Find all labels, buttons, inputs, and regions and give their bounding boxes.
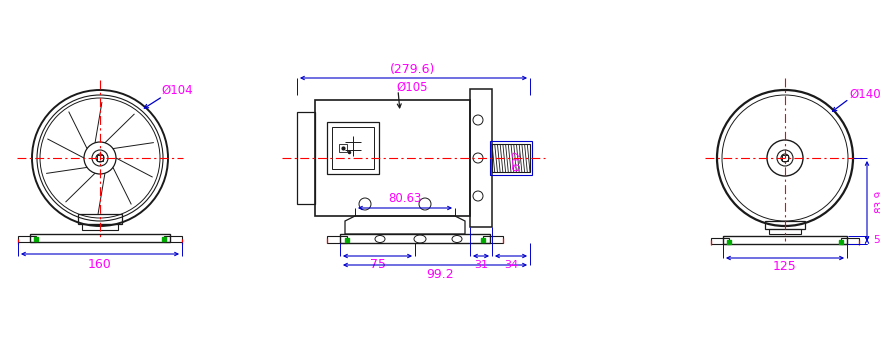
Text: Ø140: Ø140 — [849, 87, 880, 100]
Bar — [327, 122, 379, 174]
Bar — [490, 141, 532, 175]
Bar — [492, 144, 530, 172]
Bar — [470, 89, 492, 227]
Text: 160: 160 — [88, 258, 112, 271]
Bar — [340, 234, 490, 243]
Text: 83.9: 83.9 — [874, 189, 880, 212]
Bar — [82, 224, 118, 230]
Bar — [164, 236, 182, 242]
Bar — [332, 127, 374, 169]
Bar — [723, 236, 847, 244]
Bar — [97, 155, 103, 161]
Bar — [78, 214, 122, 224]
Text: 125: 125 — [774, 260, 797, 273]
Text: Ø105: Ø105 — [396, 80, 428, 93]
Text: Ø32: Ø32 — [512, 149, 522, 171]
Bar — [18, 236, 36, 242]
Text: 31: 31 — [474, 260, 488, 270]
Bar — [483, 236, 503, 243]
Text: (279.6): (279.6) — [391, 63, 436, 76]
Bar — [315, 100, 470, 216]
Bar — [841, 238, 859, 244]
Text: 5: 5 — [873, 235, 879, 245]
Bar — [765, 221, 805, 229]
Text: 80.63: 80.63 — [388, 193, 422, 205]
Bar — [339, 144, 347, 152]
Bar — [711, 238, 729, 244]
Text: 75: 75 — [370, 259, 386, 272]
Bar — [769, 229, 801, 234]
Text: Ø104: Ø104 — [161, 84, 193, 97]
Bar — [782, 155, 788, 161]
Bar — [297, 112, 315, 204]
Text: 99.2: 99.2 — [426, 267, 454, 280]
Bar — [30, 234, 170, 242]
Text: 34: 34 — [504, 260, 518, 270]
Bar — [327, 236, 347, 243]
